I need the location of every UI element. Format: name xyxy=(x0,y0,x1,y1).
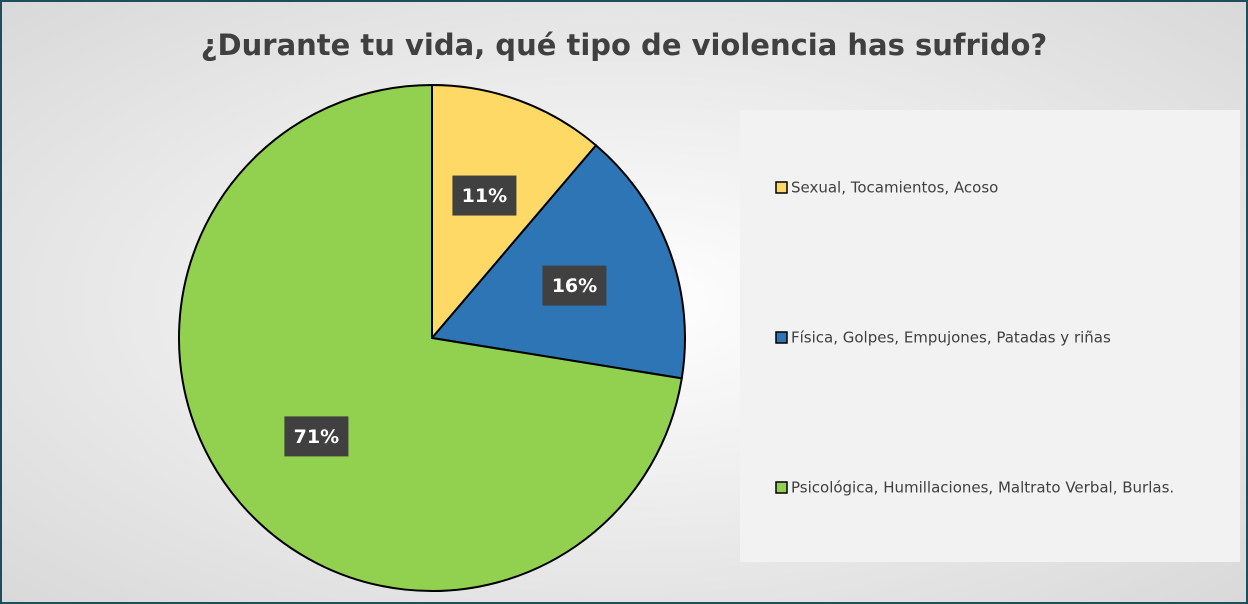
legend-swatch xyxy=(775,181,788,194)
pie-slice xyxy=(178,83,683,592)
legend-label: Sexual, Tocamientos, Acoso xyxy=(791,179,998,197)
data-label-box xyxy=(452,175,517,216)
chart-title: ¿Durante tu vida, qué tipo de violencia … xyxy=(201,28,1048,62)
data-label-box xyxy=(542,265,607,306)
data-label: 11% xyxy=(462,185,507,207)
legend-swatch xyxy=(775,331,788,344)
legend-swatch xyxy=(775,481,788,494)
legend-box xyxy=(740,110,1240,562)
pie-slice xyxy=(430,143,686,380)
data-label-box xyxy=(284,416,349,457)
legend-label: Física, Golpes, Empujones, Patadas y riñ… xyxy=(791,329,1111,347)
legend-label: Psicológica, Humillaciones, Maltrato Ver… xyxy=(791,479,1174,497)
data-label: 71% xyxy=(294,426,339,448)
data-label: 16% xyxy=(552,275,597,297)
